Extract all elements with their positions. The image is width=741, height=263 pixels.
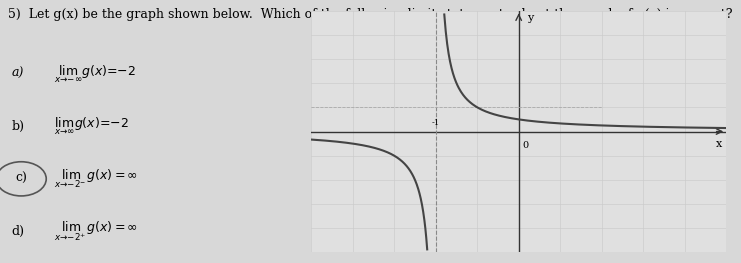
Text: $\lim_{x\to-\infty} g(x) = -2$: $\lim_{x\to-\infty} g(x) = -2$ bbox=[54, 63, 136, 85]
Text: a): a) bbox=[12, 67, 24, 80]
Text: $\lim_{x\to\infty} g(x) = -2$: $\lim_{x\to\infty} g(x) = -2$ bbox=[54, 115, 129, 137]
Text: 5)  Let g(x) be the graph shown below.  Which of the following limit statements : 5) Let g(x) be the graph shown below. Wh… bbox=[7, 8, 732, 21]
Text: x: x bbox=[716, 139, 722, 149]
Text: $\lim_{x\to-2^-} g(x) = \infty$: $\lim_{x\to-2^-} g(x) = \infty$ bbox=[54, 168, 138, 190]
Text: 0: 0 bbox=[523, 141, 529, 150]
Text: c): c) bbox=[16, 172, 27, 185]
Text: d): d) bbox=[12, 225, 24, 238]
Text: -1: -1 bbox=[431, 119, 440, 127]
Text: $\lim_{x\to-2^+} g(x) = \infty$: $\lim_{x\to-2^+} g(x) = \infty$ bbox=[54, 220, 138, 243]
Text: y: y bbox=[527, 13, 534, 23]
Text: b): b) bbox=[12, 120, 24, 133]
